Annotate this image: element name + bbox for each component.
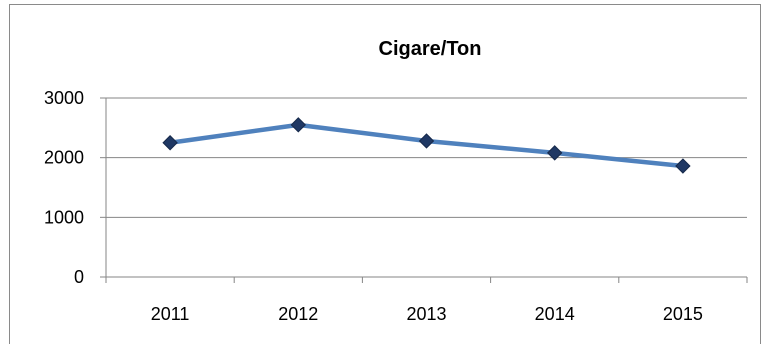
data-point-2015 — [675, 158, 691, 174]
chart-frame — [9, 4, 761, 344]
x-tick-label-2012: 2012 — [278, 304, 318, 324]
x-tick-label-2013: 2013 — [406, 304, 446, 324]
x-tick-label-2015: 2015 — [663, 304, 703, 324]
grid-lines — [106, 97, 747, 218]
data-point-2014 — [546, 145, 563, 161]
y-tick-label: 0 — [74, 267, 84, 287]
axes — [100, 97, 748, 283]
data-point-2011 — [162, 135, 178, 151]
x-tick-label-2011: 2011 — [151, 304, 190, 324]
chart-title: Cigare/Ton — [379, 38, 482, 60]
marker-layer — [162, 117, 691, 174]
y-axis-labels: 0 1000 2000 3000 — [44, 88, 84, 287]
data-point-2012 — [290, 117, 307, 133]
y-tick-label: 2000 — [44, 148, 84, 168]
x-tick-label-2014: 2014 — [535, 304, 575, 324]
data-point-2013 — [418, 133, 435, 149]
y-tick-label: 3000 — [44, 88, 84, 108]
y-tick-label: 1000 — [44, 207, 84, 227]
x-axis-labels: 2011 2012 2013 2014 2015 — [151, 304, 703, 324]
